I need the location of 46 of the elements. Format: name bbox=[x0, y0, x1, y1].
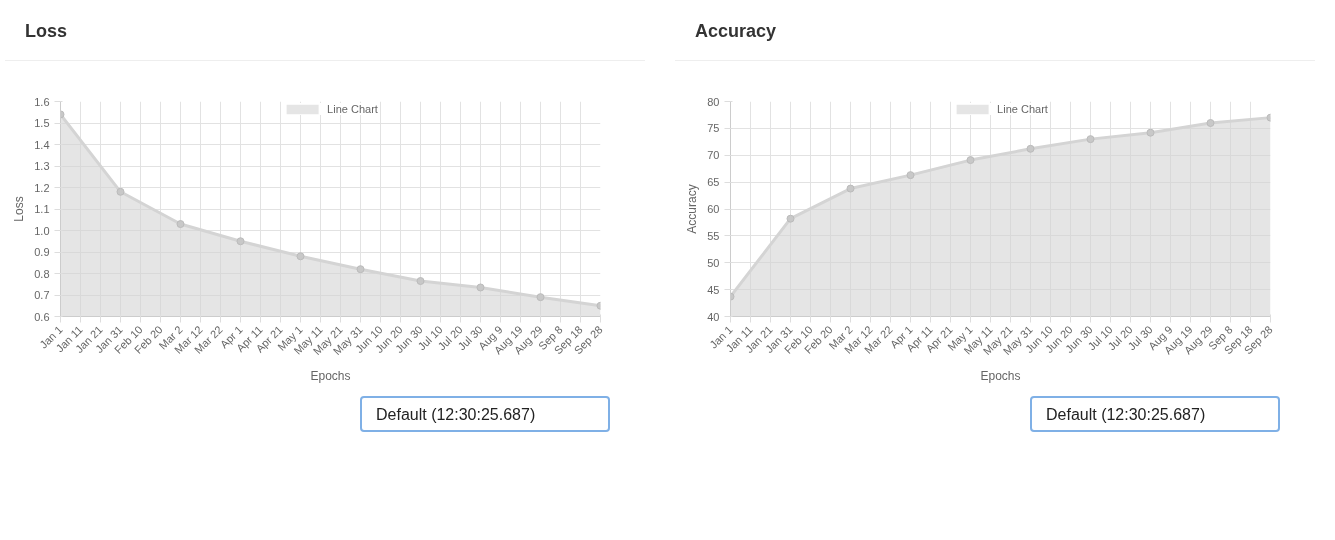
chart-title: Accuracy bbox=[695, 21, 777, 41]
y-tick-label: 80 bbox=[707, 95, 720, 108]
y-tick-label: 50 bbox=[707, 256, 720, 269]
point bbox=[416, 277, 425, 286]
point bbox=[1086, 135, 1095, 144]
y-tick-label: 1.4 bbox=[34, 138, 50, 151]
point bbox=[1026, 144, 1035, 153]
point bbox=[476, 283, 485, 292]
y-tick-label: 1.6 bbox=[34, 95, 50, 108]
point bbox=[846, 184, 855, 193]
point bbox=[906, 171, 915, 180]
y-tick-label: 0.9 bbox=[34, 246, 50, 258]
x-axis-title: Epochs bbox=[310, 369, 351, 384]
y-tick-label: 0.8 bbox=[34, 267, 50, 280]
y-tick-label: 1.2 bbox=[34, 181, 50, 194]
y-tick-label: 0.7 bbox=[34, 289, 50, 301]
point bbox=[786, 214, 795, 223]
y-tick-label: 65 bbox=[707, 176, 720, 189]
legend-label: Line Chart bbox=[327, 103, 378, 115]
text: Default (12:30:25.687) bbox=[376, 405, 536, 425]
point bbox=[1146, 128, 1155, 137]
y-tick-label: 1.5 bbox=[34, 117, 50, 129]
chart-title: Loss bbox=[25, 21, 68, 41]
y-tick-label: 60 bbox=[707, 203, 720, 215]
y-tick-label: 0.6 bbox=[34, 310, 50, 323]
point bbox=[536, 293, 545, 302]
y-tick-label: 70 bbox=[707, 149, 720, 162]
y-axis-title: Accuracy bbox=[685, 184, 700, 234]
point bbox=[236, 237, 245, 246]
y-tick-label: 75 bbox=[707, 122, 720, 135]
y-tick-label: 1.3 bbox=[34, 160, 50, 172]
y-tick-label: 1.0 bbox=[34, 224, 50, 237]
x-axis-title: Epochs bbox=[980, 369, 1021, 384]
legend-label: Line Chart bbox=[997, 103, 1048, 115]
y-tick-label: 55 bbox=[707, 229, 720, 242]
point bbox=[356, 265, 365, 274]
y-tick-label: 45 bbox=[707, 283, 720, 296]
point bbox=[1206, 119, 1215, 127]
point bbox=[176, 220, 185, 229]
y-axis-title: Loss bbox=[12, 196, 27, 222]
text: Default (12:30:25.687) bbox=[1046, 405, 1206, 425]
point bbox=[966, 156, 975, 165]
y-tick-label: 1.1 bbox=[34, 203, 50, 215]
y-tick-label: 40 bbox=[707, 310, 720, 323]
point bbox=[296, 252, 305, 261]
point bbox=[116, 187, 125, 196]
